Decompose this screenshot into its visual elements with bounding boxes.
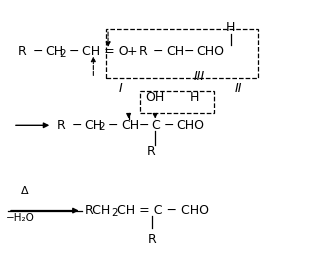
Text: −: −: [65, 45, 83, 58]
Text: H: H: [189, 91, 199, 104]
Text: CHO: CHO: [177, 119, 205, 132]
Text: CH = C − CHO: CH = C − CHO: [117, 204, 209, 217]
Text: R: R: [138, 45, 147, 58]
Bar: [106, 29, 258, 78]
Text: 2: 2: [111, 207, 118, 218]
Text: −: −: [29, 45, 47, 58]
Text: I: I: [119, 81, 123, 95]
Text: CH: CH: [121, 119, 139, 132]
Text: R: R: [148, 234, 157, 246]
Text: +: +: [123, 45, 141, 58]
Text: II: II: [235, 81, 242, 95]
Text: −: −: [160, 119, 179, 132]
Text: −: −: [104, 119, 122, 132]
Text: R: R: [147, 145, 156, 158]
Text: R: R: [57, 119, 66, 132]
Text: H: H: [226, 21, 235, 34]
Text: Δ: Δ: [21, 186, 28, 196]
Text: CHO: CHO: [196, 45, 224, 58]
Text: −H₂O: −H₂O: [6, 213, 35, 223]
Text: CH: CH: [45, 45, 63, 58]
Text: CH = O: CH = O: [82, 45, 128, 58]
Text: −: −: [149, 45, 168, 58]
Text: 2: 2: [98, 122, 105, 132]
Text: R: R: [18, 45, 26, 58]
Text: 2: 2: [59, 49, 66, 59]
Bar: [140, 91, 214, 113]
Text: −: −: [68, 119, 86, 132]
Text: CH: CH: [166, 45, 184, 58]
Text: III: III: [194, 70, 205, 83]
Text: C: C: [151, 119, 160, 132]
Text: OH: OH: [145, 91, 165, 104]
Text: CH: CH: [85, 119, 103, 132]
Text: RCH: RCH: [85, 204, 111, 217]
Text: −: −: [135, 119, 153, 132]
Text: −: −: [180, 45, 198, 58]
